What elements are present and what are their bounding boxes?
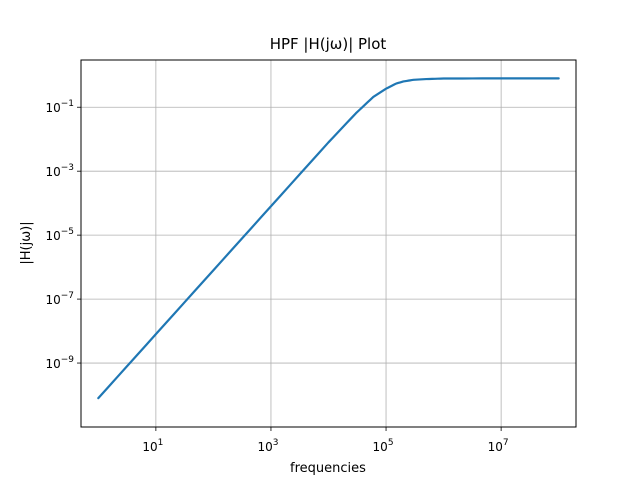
y-axis-label: |H(jω)| <box>19 221 34 264</box>
x-tick-label: 105 <box>373 438 394 454</box>
x-tick-base: 10 <box>488 440 503 454</box>
x-tick-base: 10 <box>373 440 388 454</box>
y-tick-label: 10−1 <box>45 99 74 115</box>
x-tick-exponent: 7 <box>503 438 509 448</box>
series-line <box>97 77 560 400</box>
y-tick-base: 10 <box>45 101 60 115</box>
y-tick-base: 10 <box>45 229 60 243</box>
y-tick-label: 10−5 <box>45 227 74 243</box>
x-tick-base: 10 <box>257 440 272 454</box>
y-tick-label: 10−7 <box>45 291 74 307</box>
y-tick-label: 10−9 <box>45 355 74 371</box>
y-tick-exponent: −5 <box>61 227 74 237</box>
x-tick-label: 101 <box>142 438 163 454</box>
x-tick-label: 107 <box>488 438 509 454</box>
chart-title: HPF |H(jω)| Plot <box>270 35 387 53</box>
x-tick-label: 103 <box>257 438 278 454</box>
y-tick-exponent: −9 <box>61 355 75 365</box>
x-tick-exponent: 5 <box>388 438 394 448</box>
y-tick-base: 10 <box>45 357 60 371</box>
y-tick-label: 10−3 <box>45 163 74 179</box>
y-tick-base: 10 <box>45 165 60 179</box>
y-tick-exponent: −3 <box>61 163 74 173</box>
axes-frame <box>80 59 577 428</box>
y-tick-base: 10 <box>45 293 60 307</box>
x-tick-base: 10 <box>142 440 157 454</box>
y-tick-exponent: −1 <box>61 99 74 109</box>
x-tick-exponent: 3 <box>273 438 279 448</box>
y-tick-exponent: −7 <box>61 291 74 301</box>
x-axis-label: frequencies <box>290 461 366 476</box>
x-tick-exponent: 1 <box>158 438 164 448</box>
grid <box>81 60 576 427</box>
plot-area <box>97 77 560 400</box>
